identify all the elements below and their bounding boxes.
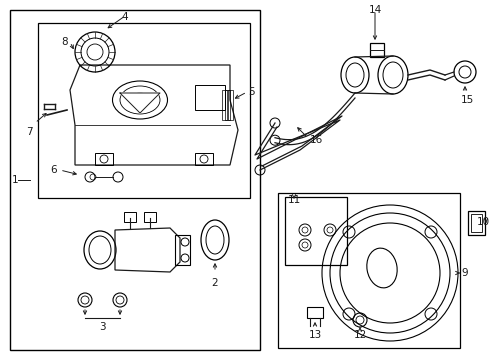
Text: 10: 10 (477, 217, 490, 227)
Text: 9: 9 (461, 268, 467, 278)
Bar (285, 197, 347, 265)
Bar (278, 193, 460, 348)
Bar (10, 10, 260, 350)
Bar (370, 43, 384, 57)
Polygon shape (120, 93, 160, 113)
Text: 8: 8 (61, 37, 68, 47)
Bar (228, 90, 233, 120)
Text: 2: 2 (212, 278, 219, 288)
Text: 4: 4 (122, 12, 128, 22)
Bar (124, 212, 136, 222)
Text: 1: 1 (12, 175, 19, 185)
Text: 14: 14 (368, 5, 382, 15)
Text: 13: 13 (308, 330, 321, 340)
Bar (195, 153, 213, 165)
Bar (175, 235, 190, 265)
Bar (222, 90, 227, 120)
Bar (144, 212, 156, 222)
Bar (225, 90, 230, 120)
Text: 5: 5 (248, 87, 255, 97)
Text: 7: 7 (25, 127, 32, 137)
Bar (307, 307, 323, 318)
Text: 12: 12 (353, 330, 367, 340)
Bar (38, 23, 250, 198)
Text: 3: 3 (99, 322, 106, 332)
Bar (471, 214, 482, 232)
Text: 6: 6 (50, 165, 57, 175)
Text: 11: 11 (288, 195, 301, 205)
Text: 16: 16 (310, 135, 323, 145)
Bar (95, 153, 113, 165)
Bar (195, 85, 225, 110)
Bar (468, 211, 485, 235)
Text: 15: 15 (461, 95, 474, 105)
